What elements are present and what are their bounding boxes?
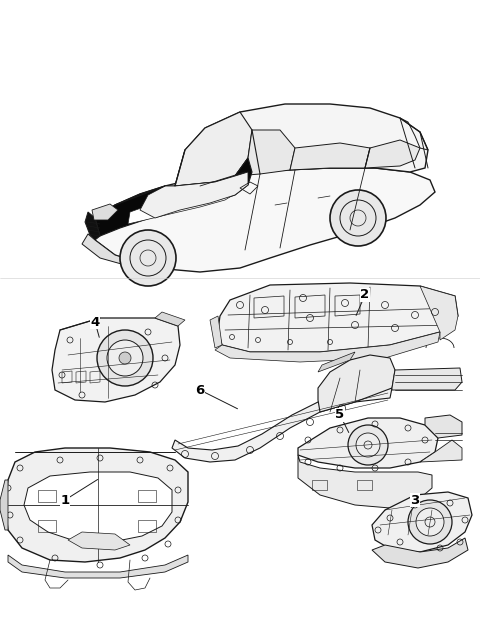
- Polygon shape: [95, 168, 435, 272]
- Text: 6: 6: [195, 384, 204, 396]
- Text: 5: 5: [336, 408, 345, 421]
- Circle shape: [356, 433, 380, 457]
- Polygon shape: [68, 532, 130, 550]
- Polygon shape: [52, 318, 180, 402]
- Polygon shape: [420, 440, 462, 462]
- Polygon shape: [82, 234, 155, 272]
- Circle shape: [119, 352, 131, 364]
- Polygon shape: [420, 286, 458, 340]
- Polygon shape: [85, 212, 100, 240]
- Circle shape: [330, 190, 386, 246]
- Polygon shape: [175, 112, 252, 186]
- Polygon shape: [5, 448, 188, 562]
- Polygon shape: [392, 368, 462, 390]
- Circle shape: [348, 425, 388, 465]
- Text: 2: 2: [360, 289, 370, 302]
- Circle shape: [416, 508, 444, 536]
- Polygon shape: [235, 130, 295, 176]
- Polygon shape: [215, 332, 440, 362]
- Text: 3: 3: [410, 493, 420, 507]
- Polygon shape: [140, 172, 248, 218]
- Polygon shape: [0, 480, 8, 530]
- Polygon shape: [298, 455, 432, 508]
- Polygon shape: [172, 388, 392, 462]
- Circle shape: [120, 230, 176, 286]
- Polygon shape: [298, 418, 438, 468]
- Polygon shape: [128, 184, 238, 224]
- Circle shape: [107, 340, 143, 376]
- Polygon shape: [365, 140, 420, 168]
- Text: 1: 1: [60, 493, 70, 507]
- Circle shape: [97, 330, 153, 386]
- Polygon shape: [92, 204, 118, 220]
- Polygon shape: [210, 316, 222, 348]
- Polygon shape: [425, 415, 462, 438]
- Polygon shape: [8, 555, 188, 578]
- Polygon shape: [24, 472, 172, 542]
- Polygon shape: [372, 492, 472, 552]
- Text: 4: 4: [90, 316, 100, 328]
- Polygon shape: [372, 538, 468, 568]
- Polygon shape: [155, 312, 185, 326]
- Polygon shape: [290, 143, 370, 170]
- Polygon shape: [318, 352, 355, 372]
- Polygon shape: [218, 283, 458, 352]
- Polygon shape: [175, 104, 428, 186]
- Polygon shape: [318, 355, 395, 412]
- Polygon shape: [95, 158, 252, 236]
- Circle shape: [408, 500, 452, 544]
